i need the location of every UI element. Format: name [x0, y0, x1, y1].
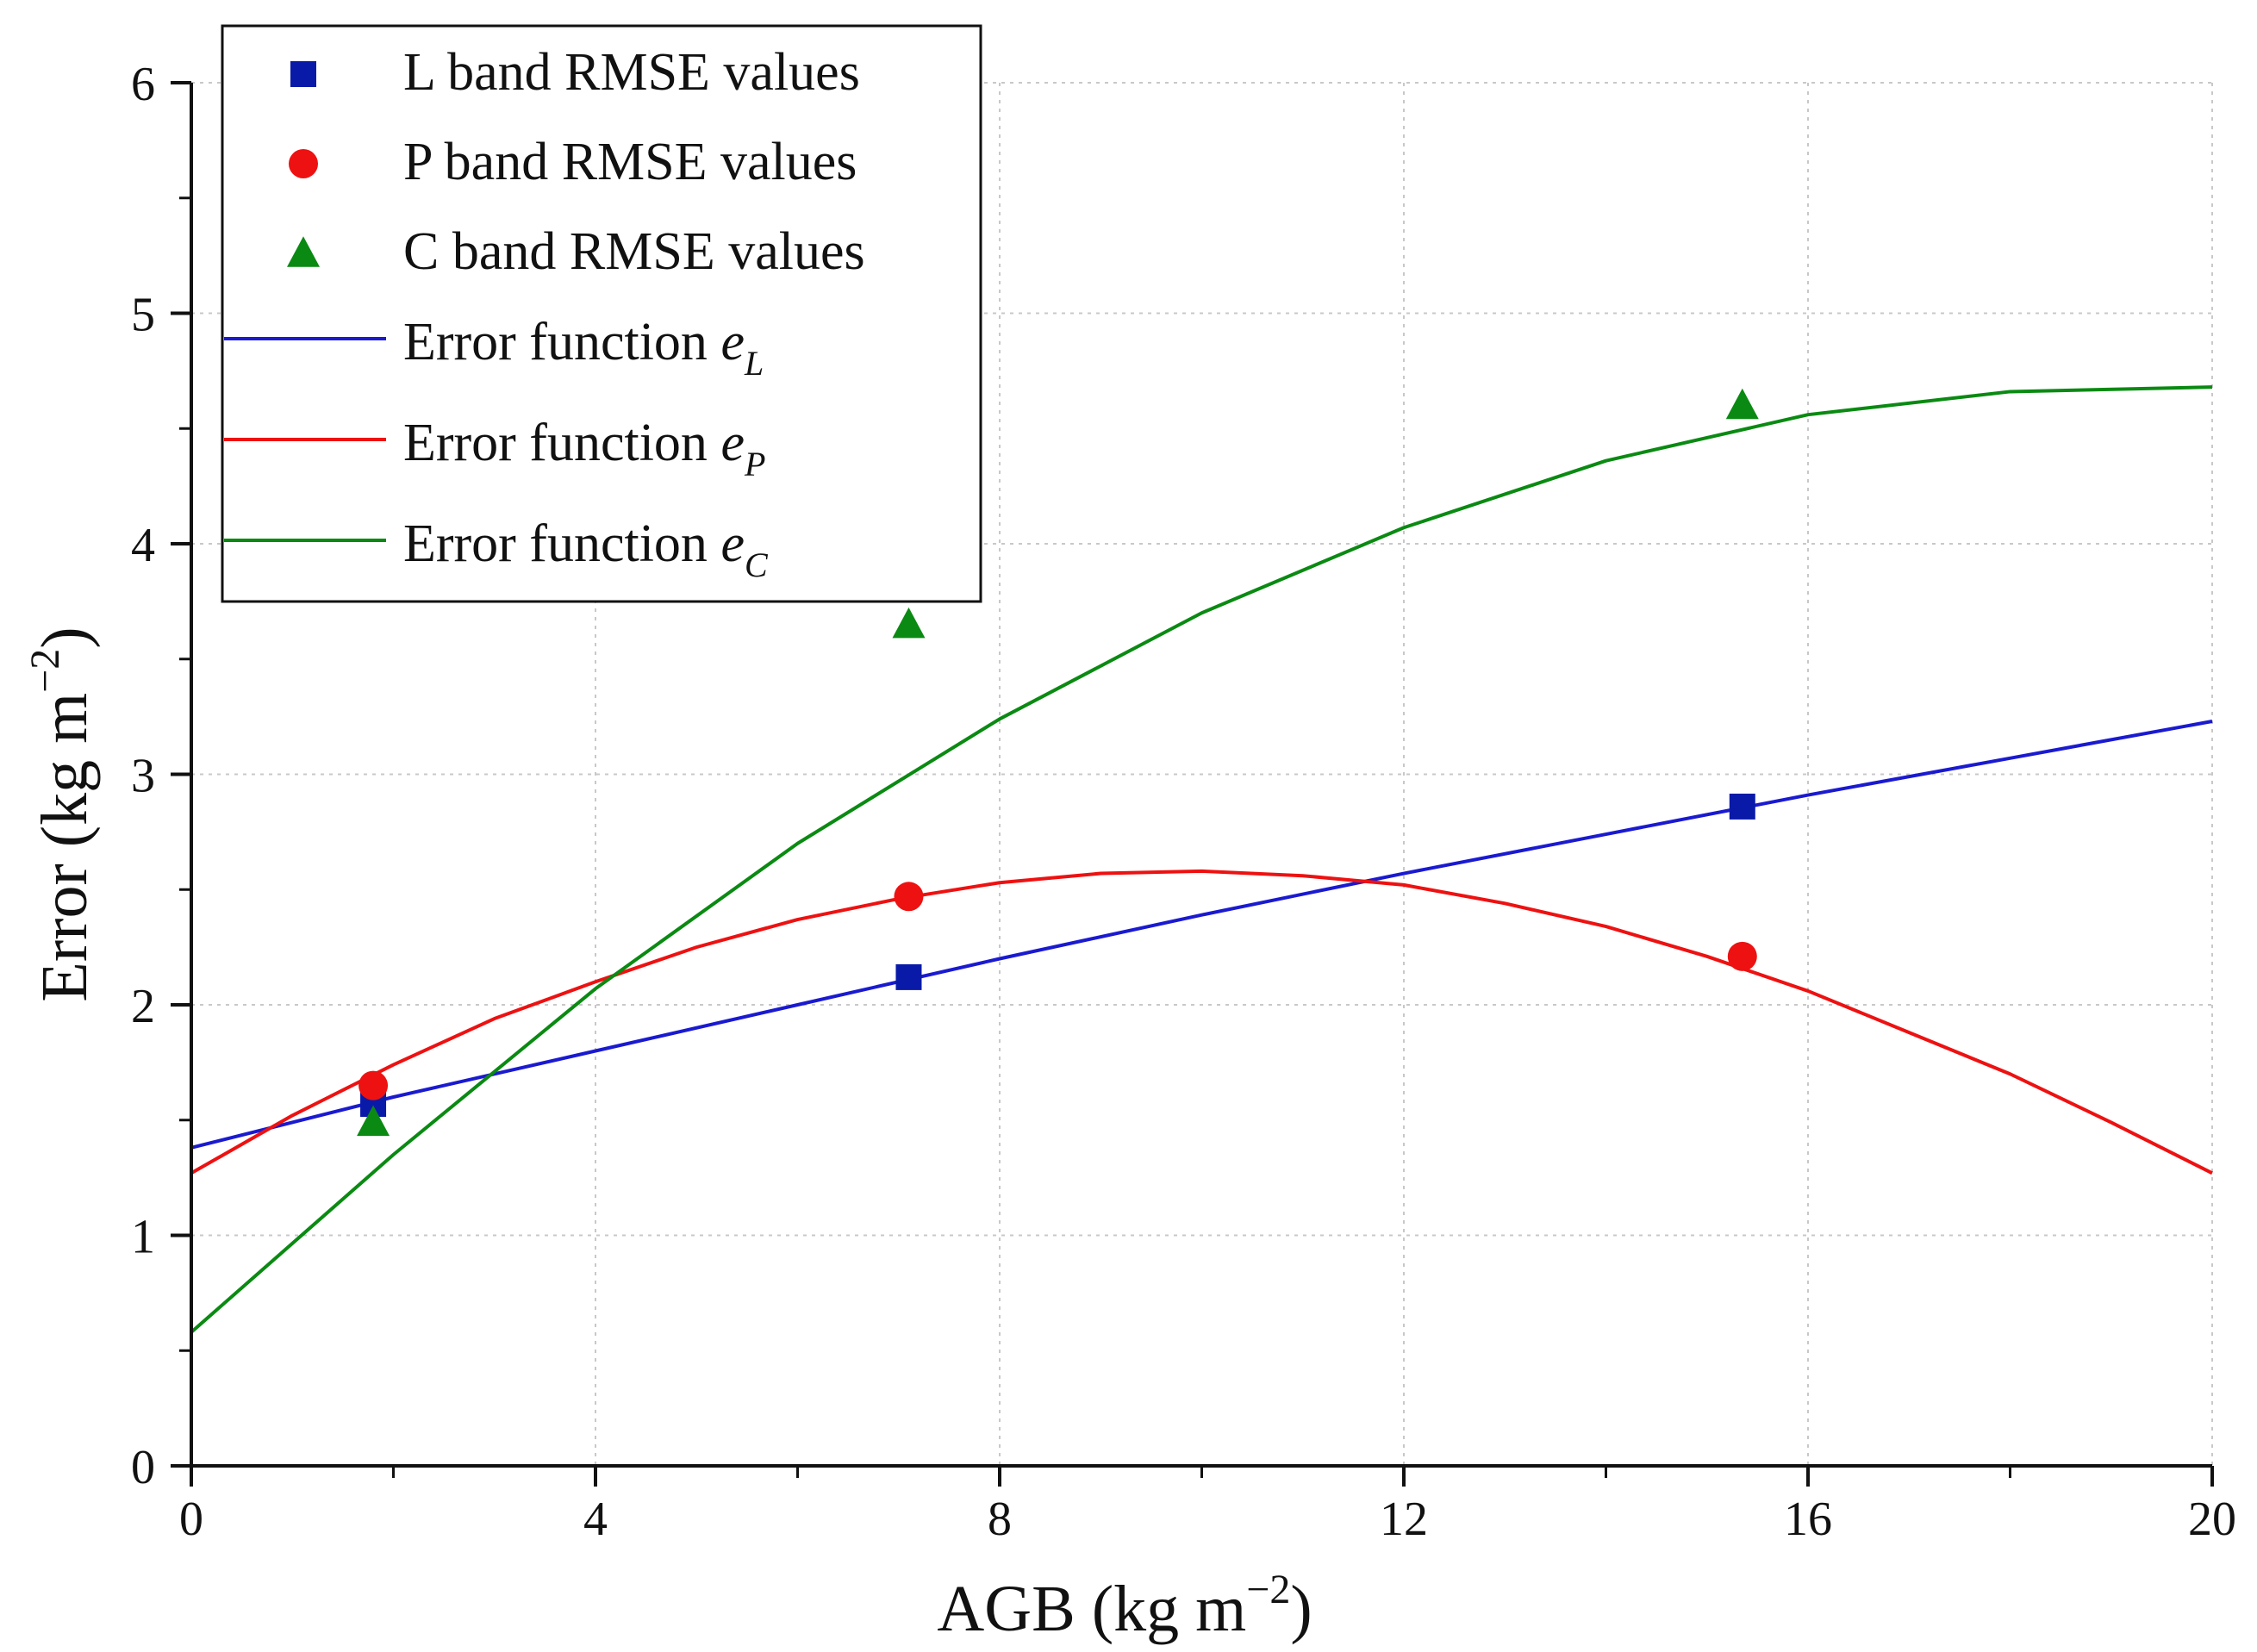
legend-label: Error function eL	[403, 313, 764, 383]
x-axis-title: AGB (kg m−2)	[937, 1567, 1312, 1645]
p-band-rmse-point	[359, 1070, 389, 1100]
series-points	[357, 388, 1759, 1137]
legend-marker	[289, 149, 318, 178]
legend-item: Error function eP	[224, 414, 765, 483]
x-tick-label: 16	[1784, 1493, 1832, 1546]
legend-marker	[290, 61, 316, 87]
p-band-rmse-point	[1727, 941, 1757, 971]
legend-label: Error function eP	[403, 414, 765, 483]
legend-item: C band RMSE values	[287, 222, 865, 281]
axes	[171, 81, 2214, 1487]
c-band-rmse-point	[1725, 388, 1759, 420]
x-tick-label: 8	[988, 1493, 1012, 1546]
y-tick-label: 4	[131, 519, 155, 572]
legend-label: Error function eC	[403, 514, 769, 584]
legend: L band RMSE values P band RMSE values C ba…	[221, 24, 982, 603]
y-tick-label: 5	[131, 289, 155, 342]
x-tick-label: 12	[1380, 1493, 1428, 1546]
error-function-l-line	[190, 720, 2213, 1150]
error-function-p-line	[190, 869, 2213, 1175]
y-tick-label: 2	[131, 980, 155, 1033]
p-band-rmse-point	[894, 882, 924, 912]
l-band-rmse-point	[895, 963, 922, 990]
legend-item: P band RMSE values	[289, 133, 857, 191]
legend-box	[221, 24, 982, 603]
x-tick-label: 0	[179, 1493, 203, 1546]
error-function-c-line	[190, 385, 2213, 1334]
legend-item: Error function eC	[224, 514, 769, 584]
legend-item: L band RMSE values	[290, 43, 860, 102]
y-tick-label: 6	[131, 58, 155, 111]
legend-marker	[287, 236, 320, 267]
c-band-rmse-point	[892, 607, 926, 639]
y-axis-title: Error (kg m−2)	[22, 627, 101, 1001]
legend-label: L band RMSE values	[403, 43, 860, 102]
y-tick-label: 0	[131, 1441, 155, 1494]
c-band-rmse-point	[357, 1105, 390, 1137]
y-tick-label: 3	[131, 750, 155, 803]
x-tick-label: 4	[583, 1493, 608, 1546]
legend-label: C band RMSE values	[403, 222, 865, 281]
y-tick-label: 1	[131, 1211, 155, 1264]
l-band-rmse-point	[1729, 793, 1755, 820]
x-tick-label: 20	[2188, 1493, 2236, 1546]
legend-item: Error function eL	[224, 313, 764, 383]
series-lines	[190, 385, 2213, 1334]
legend-label: P band RMSE values	[403, 133, 857, 191]
